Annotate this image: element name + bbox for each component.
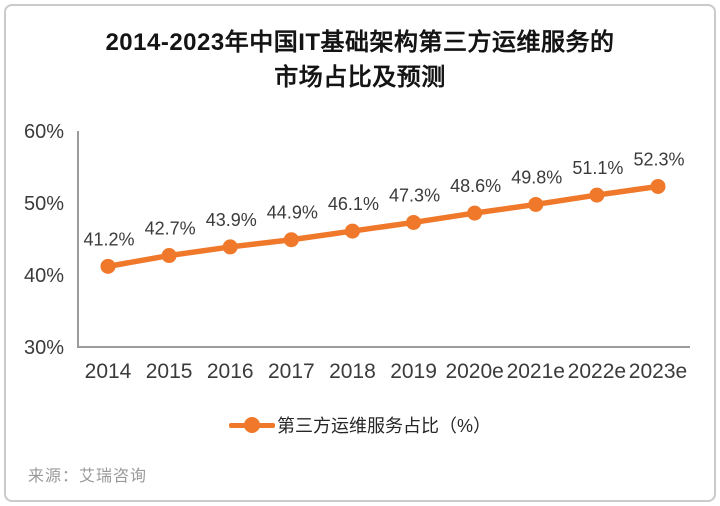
- data-point: [344, 223, 360, 239]
- data-point-label: 49.8%: [511, 167, 562, 187]
- data-point: [283, 232, 299, 248]
- x-axis-tick-label: 2017: [268, 360, 315, 383]
- data-point-label: 48.6%: [450, 176, 501, 196]
- chart-title-line2: 市场占比及预测: [274, 64, 446, 91]
- data-point: [650, 178, 666, 194]
- legend-series-label: 第三方运维服务占比（%）: [276, 416, 491, 436]
- x-axis-tick-label: 2021e: [507, 360, 565, 383]
- legend-line-marker-icon: [228, 417, 275, 433]
- x-axis-tick-label: 2022e: [568, 360, 626, 383]
- x-axis-tick-label: 2020e: [445, 360, 503, 383]
- y-axis-tick-label: 40%: [24, 265, 64, 287]
- axis-lines: [77, 131, 690, 348]
- x-axis-tick-label: 2019: [390, 360, 437, 383]
- legend-dot-icon: [243, 417, 260, 433]
- y-axis-tick-label: 50%: [24, 193, 64, 215]
- x-axis-tick-label: 2015: [146, 360, 193, 383]
- y-axis-tick-label: 30%: [24, 337, 64, 359]
- data-point-label: 41.2%: [83, 229, 134, 249]
- data-point: [467, 205, 483, 221]
- data-point: [100, 258, 116, 274]
- data-point: [222, 239, 238, 255]
- data-point-label: 46.1%: [328, 194, 379, 214]
- x-axis-tick-label: 2014: [85, 360, 132, 383]
- data-point: [589, 187, 605, 203]
- data-point-label: 47.3%: [389, 185, 440, 205]
- data-point-label: 44.9%: [267, 203, 318, 223]
- x-axis-tick-label: 2023e: [629, 360, 687, 383]
- data-point: [161, 248, 177, 264]
- data-point-label: 42.7%: [145, 219, 196, 239]
- chart-title: 2014-2023年中国IT基础架构第三方运维服务的 市场占比及预测: [0, 25, 720, 95]
- data-point: [406, 214, 422, 230]
- data-point-label: 52.3%: [633, 149, 684, 169]
- data-point-label: 51.1%: [572, 158, 623, 178]
- chart-legend: 第三方运维服务占比（%）: [0, 412, 720, 438]
- data-point: [528, 196, 544, 212]
- x-axis-tick-label: 2018: [329, 360, 376, 383]
- y-axis-tick-label: 60%: [24, 121, 64, 143]
- x-axis-tick-label: 2016: [207, 360, 254, 383]
- series-line: [105, 183, 661, 270]
- line-chart-plot: 60% 50% 40% 30% 2014 2015 2016 2017 2018 2019 2020…: [24, 121, 690, 383]
- chart-title-line1: 2014-2023年中国IT基础架构第三方运维服务的: [105, 29, 615, 56]
- data-point-label: 43.9%: [206, 210, 257, 230]
- source-attribution: 来源：艾瑞咨询: [28, 468, 148, 485]
